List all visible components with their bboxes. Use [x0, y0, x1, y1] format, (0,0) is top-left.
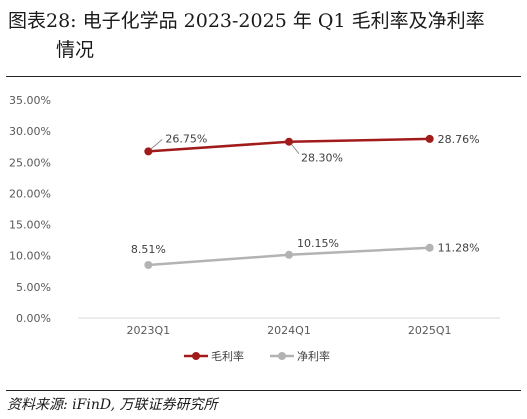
label-leader-line	[150, 139, 163, 150]
data-label: 11.28%	[438, 242, 480, 255]
title-divider	[6, 76, 521, 77]
y-tick-label: 5.00%	[16, 281, 51, 294]
x-tick-label: 2025Q1	[408, 324, 452, 337]
legend-label: 毛利率	[211, 349, 244, 363]
chart-title-line2: 情况	[56, 39, 95, 61]
y-tick-label: 30.00%	[9, 125, 51, 138]
legend-label: 净利率	[297, 349, 330, 363]
data-label: 8.51%	[131, 243, 166, 256]
x-tick-label: 2024Q1	[267, 324, 311, 337]
chart-title-line1: 图表28: 电子化学品 2023-2025 年 Q1 毛利率及净利率	[8, 10, 485, 32]
label-leader-line	[290, 143, 300, 154]
data-label: 28.30%	[301, 152, 343, 165]
legend-marker	[192, 352, 200, 360]
legend-marker	[278, 352, 286, 360]
source-divider	[6, 390, 521, 391]
data-label: 10.15%	[297, 237, 339, 250]
y-tick-label: 10.00%	[9, 250, 51, 263]
data-point	[425, 243, 434, 252]
x-tick-label: 2023Q1	[127, 324, 171, 337]
y-tick-label: 25.00%	[9, 156, 51, 169]
source-note: 资料来源: iFinD, 万联证券研究所	[7, 397, 218, 413]
data-label: 28.76%	[438, 133, 480, 146]
line-chart: 0.00% 5.00% 10.00% 15.00% 20.00% 25.00% 30.00%…	[9, 94, 500, 363]
y-tick-label: 0.00%	[16, 312, 51, 325]
y-tick-label: 35.00%	[9, 94, 51, 107]
y-tick-label: 15.00%	[9, 219, 51, 232]
chart-title: 图表28: 电子化学品 2023-2025 年 Q1 毛利率及净利率 情况	[8, 7, 523, 65]
data-point	[144, 260, 153, 269]
y-tick-label: 20.00%	[9, 187, 51, 200]
data-label: 26.75%	[165, 132, 207, 145]
data-point	[425, 134, 434, 143]
data-point	[285, 250, 293, 259]
